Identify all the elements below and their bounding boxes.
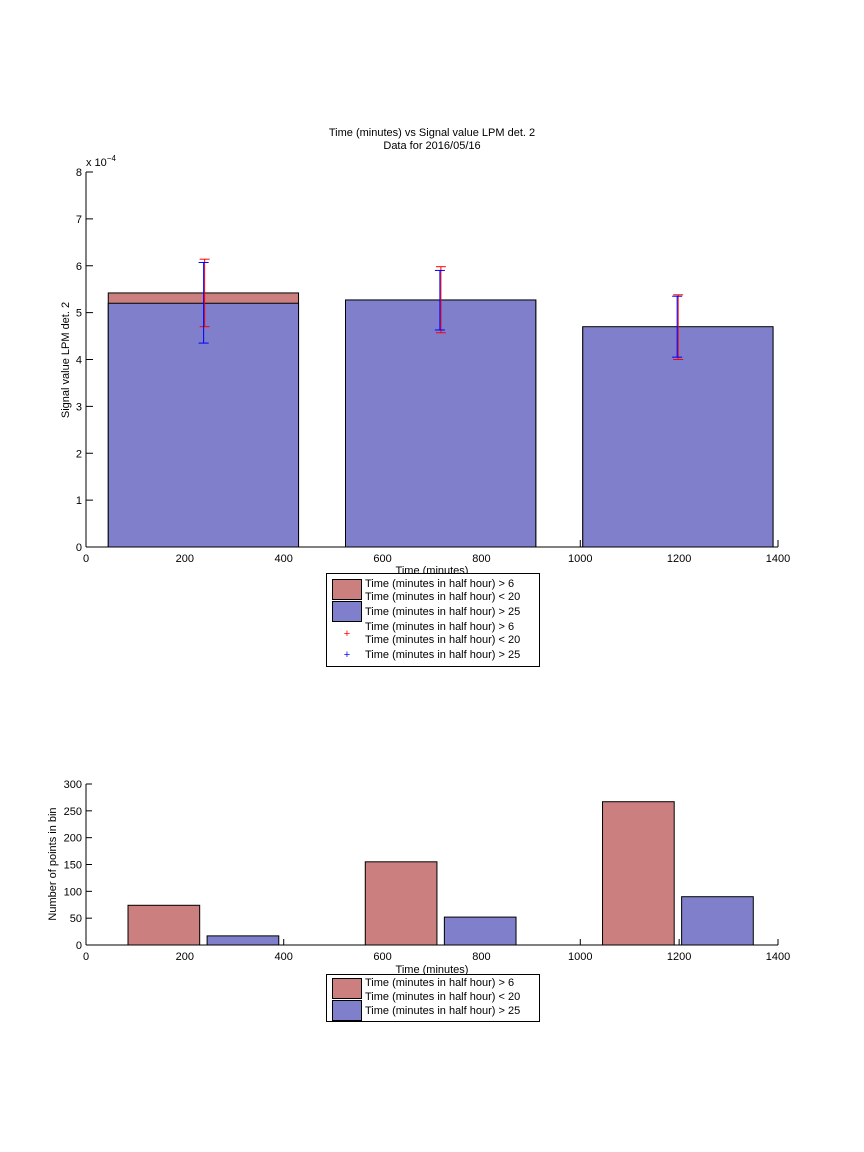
x-tick-label: 800 <box>472 553 490 565</box>
bottom-y-axis-label: Number of points in bin <box>47 807 59 920</box>
legend-label: Time (minutes in half hour) > 6 <box>365 977 515 989</box>
legend-swatch-red <box>332 978 362 999</box>
bar-blue <box>345 299 537 548</box>
bar-blue <box>107 302 300 548</box>
y-tick-label: 6 <box>76 261 82 273</box>
x-tick-label: 1200 <box>667 553 691 565</box>
y-tick-label: 200 <box>64 833 82 845</box>
top-legend: Time (minutes in half hour) > 6 Time (mi… <box>326 573 540 667</box>
bar-red <box>364 861 438 946</box>
legend-swatch-blue <box>332 1000 362 1021</box>
y-tick-label: 4 <box>76 355 82 367</box>
x-tick-label: 600 <box>373 553 391 565</box>
x-tick-label: 200 <box>176 553 194 565</box>
bar-blue <box>206 935 280 946</box>
x-tick-label: 1400 <box>766 553 790 565</box>
bottom-legend: Time (minutes in half hour) > 6 Time (mi… <box>326 974 540 1022</box>
y-tick-label: 1 <box>76 495 82 507</box>
top-plot-area: 0 200 400 600 800 1000 1200 1400 0 1 2 3 4 5 6 7 8 <box>76 167 790 565</box>
y-tick-label: 250 <box>64 806 82 818</box>
x-tick-label: 400 <box>275 553 293 565</box>
legend-marker-blue-plus: + <box>343 649 351 661</box>
legend-label: Time (minutes in half hour) > 25 <box>365 606 521 618</box>
x-tick-label: 200 <box>176 951 194 963</box>
bar-blue <box>681 896 754 946</box>
y-tick-label: 50 <box>70 913 82 925</box>
y-tick-label: 100 <box>64 886 82 898</box>
legend-label: Time (minutes in half hour) > 6 <box>365 621 515 633</box>
y-exponent-label: x 10−4 <box>86 154 116 169</box>
y-tick-label: 2 <box>76 448 82 460</box>
legend-swatch-blue <box>332 601 362 622</box>
legend-swatch-red <box>332 579 362 600</box>
x-tick-label: 800 <box>472 951 490 963</box>
x-tick-label: 400 <box>275 951 293 963</box>
x-tick-label: 600 <box>373 951 391 963</box>
bar-blue <box>582 326 774 548</box>
y-tick-label: 0 <box>76 940 82 952</box>
y-tick-label: 3 <box>76 401 82 413</box>
legend-label: Time (minutes in half hour) < 20 <box>365 991 521 1003</box>
bottom-x-axis-label: Time (minutes) <box>396 964 469 976</box>
y-tick-label: 300 <box>64 779 82 791</box>
y-tick-label: 150 <box>64 860 82 872</box>
legend-marker-red-plus: + <box>343 628 351 640</box>
x-tick-label: 1000 <box>568 553 592 565</box>
chart-subtitle: Data for 2016/05/16 <box>383 140 480 152</box>
legend-label: Time (minutes in half hour) < 20 <box>365 591 521 603</box>
bar-red <box>602 801 675 946</box>
y-tick-label: 7 <box>76 214 82 226</box>
legend-label: Time (minutes in half hour) < 20 <box>365 634 521 646</box>
x-tick-label: 1400 <box>766 951 790 963</box>
legend-label: Time (minutes in half hour) > 25 <box>365 649 521 661</box>
x-tick-label: 1000 <box>568 951 592 963</box>
x-tick-label: 1200 <box>667 951 691 963</box>
chart-title: Time (minutes) vs Signal value LPM det. … <box>329 127 535 139</box>
y-tick-label: 0 <box>76 542 82 554</box>
x-tick-label: 0 <box>83 951 89 963</box>
legend-label: Time (minutes in half hour) > 25 <box>365 1005 521 1017</box>
top-y-axis-label: Signal value LPM det. 2 <box>60 302 72 418</box>
y-tick-label: 5 <box>76 308 82 320</box>
x-tick-label: 0 <box>83 553 89 565</box>
bar-blue <box>443 916 517 946</box>
y-tick-label: 8 <box>76 167 82 179</box>
bar-red <box>127 904 201 946</box>
bottom-plot-area: 0 200 400 600 800 1000 1200 1400 0 50 100 150 200 250… <box>64 779 791 963</box>
legend-label: Time (minutes in half hour) > 6 <box>365 578 515 590</box>
